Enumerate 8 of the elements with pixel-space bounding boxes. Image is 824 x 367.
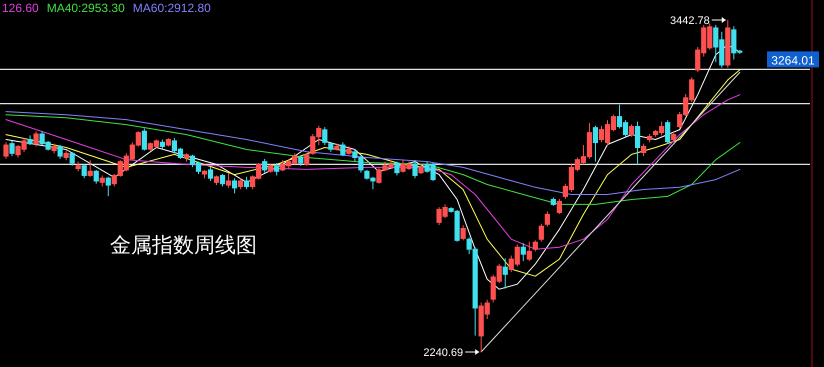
series-name: MA40:2953.30: [46, 1, 125, 15]
ref-line-label: 3264.01: [767, 51, 819, 68]
ref-line-label: 3264.01: [771, 53, 816, 68]
annotation: 2240.69: [423, 347, 464, 359]
series-name: 126.60: [2, 1, 39, 15]
annotation: 3442.78: [670, 15, 710, 27]
annotation: 金属指数周线图: [110, 234, 257, 257]
series-name: MA60:2912.80: [132, 1, 211, 15]
